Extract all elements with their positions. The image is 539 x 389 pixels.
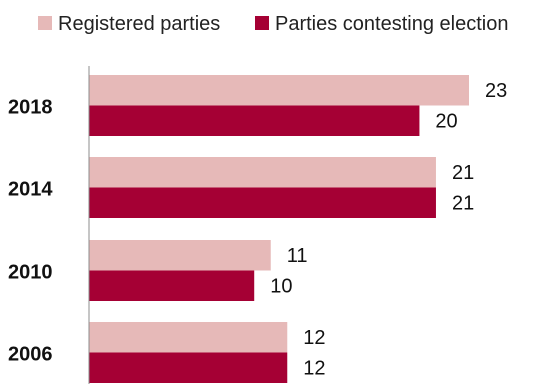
plot-area: 23 20 2018 21 21 2014 11 10 2010 12 12 2006: [8, 66, 507, 384]
data-label-2010-series-1: 10: [270, 276, 292, 298]
bar-2006-series-1: [89, 352, 288, 383]
legend-swatch-1: [255, 16, 269, 30]
bar-2006-series-0: [89, 322, 288, 353]
data-label-2010-series-0: 11: [287, 245, 308, 267]
data-label-2006-series-0: 12: [303, 327, 325, 349]
category-label-2006: 2006: [8, 344, 53, 366]
category-label-2018: 2018: [8, 97, 53, 119]
bar-2014-series-0: [89, 157, 436, 188]
bar-2014-series-1: [89, 187, 436, 218]
bar-2018-series-1: [89, 105, 420, 136]
category-label-2010: 2010: [8, 262, 53, 284]
legend-swatch-0: [38, 16, 52, 30]
data-label-2014-series-1: 21: [452, 193, 474, 215]
bar-2010-series-0: [89, 240, 271, 271]
data-label-2006-series-1: 12: [303, 358, 325, 380]
legend-label-0: Registered parties: [58, 13, 220, 35]
data-label-2014-series-0: 21: [452, 162, 474, 184]
bar-2010-series-1: [89, 270, 255, 301]
category-label-2014: 2014: [8, 179, 53, 201]
data-label-2018-series-1: 20: [435, 111, 457, 133]
data-label-2018-series-0: 23: [485, 80, 507, 102]
bar-2018-series-0: [89, 75, 469, 106]
legend: Registered parties Parties contesting ele…: [38, 13, 508, 35]
legend-label-1: Parties contesting election: [275, 13, 508, 35]
